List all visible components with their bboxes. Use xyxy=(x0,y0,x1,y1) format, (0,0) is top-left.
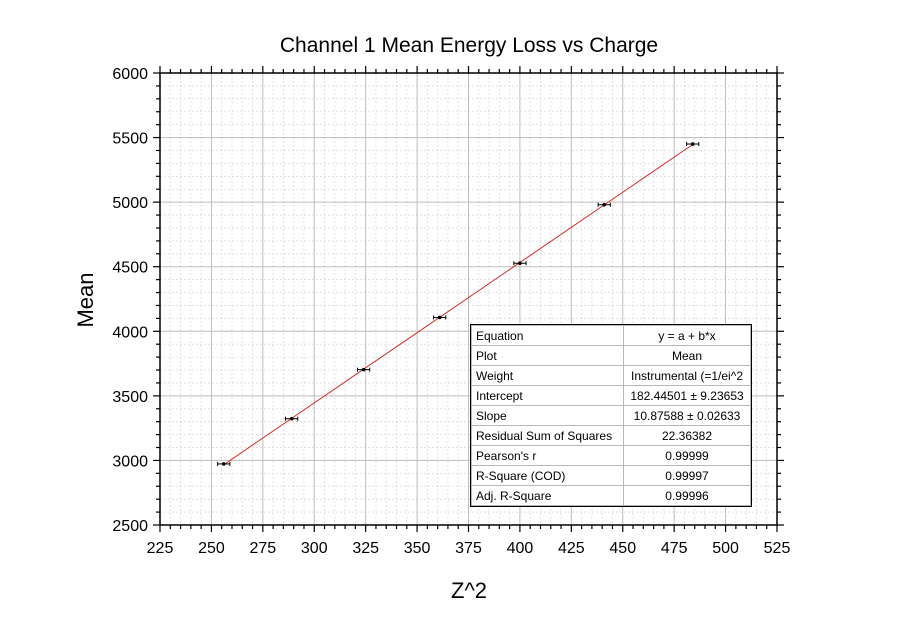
x-tick-label: 400 xyxy=(507,540,534,557)
x-tick-label: 225 xyxy=(147,540,174,557)
data-point xyxy=(221,462,226,466)
fit-table-label: Weight xyxy=(471,365,624,386)
data-points xyxy=(217,142,700,466)
data-point xyxy=(437,315,442,320)
grid xyxy=(159,72,778,526)
fit-table-value: y = a + b*x xyxy=(623,325,751,346)
fit-table-label: Equation xyxy=(471,325,624,346)
fit-table-label: Plot xyxy=(471,345,624,366)
data-point xyxy=(361,367,366,372)
fit-table-value: 0.99997 xyxy=(623,465,751,486)
x-axis-label: Z^2 xyxy=(451,578,487,603)
fit-line xyxy=(223,144,693,466)
fit-table-row: Adj. R-Square 0.99996 xyxy=(471,485,751,506)
data-point xyxy=(602,202,607,207)
fit-table-value: Mean xyxy=(623,345,751,366)
y-tick-label: 4000 xyxy=(112,324,148,341)
fit-table-value: 182.44501 ± 9.23653 xyxy=(623,385,751,406)
y-tick-label: 2500 xyxy=(112,518,148,535)
data-point xyxy=(289,416,294,421)
fit-table-row: Slope 10.87588 ± 0.02633 xyxy=(471,405,751,426)
y-tick-label: 5000 xyxy=(112,195,148,212)
fit-table-value: Instrumental (=1/ei^2 xyxy=(623,365,751,386)
data-point xyxy=(690,142,695,146)
fit-table-value: 22.36382 xyxy=(623,425,751,446)
chart-title: Channel 1 Mean Energy Loss vs Charge xyxy=(280,34,658,57)
x-tick-label: 425 xyxy=(558,540,585,557)
x-tick-label: 350 xyxy=(404,540,431,557)
fit-table-row: Pearson's r 0.99999 xyxy=(471,445,751,466)
x-tick-label: 275 xyxy=(249,540,276,557)
fit-table-label: R-Square (COD) xyxy=(471,465,624,486)
fit-table-row: Intercept 182.44501 ± 9.23653 xyxy=(471,385,751,406)
fit-table-row: Equation y = a + b*x xyxy=(471,325,751,346)
fit-table-row: Residual Sum of Squares 22.36382 xyxy=(471,425,751,446)
fit-table-value: 0.99996 xyxy=(623,485,751,506)
fit-table-label: Pearson's r xyxy=(471,445,624,466)
y-axis-label: Mean xyxy=(73,272,98,327)
y-tick-label: 3000 xyxy=(112,453,148,470)
y-tick-label: 5500 xyxy=(112,131,148,148)
fit-table-row: Plot Mean xyxy=(471,345,751,366)
fit-line-group xyxy=(223,144,693,466)
data-point xyxy=(518,261,522,266)
fit-table-row: R-Square (COD) 0.99997 xyxy=(471,465,751,486)
fit-table-label: Slope xyxy=(471,405,624,426)
x-tick-label: 300 xyxy=(301,540,328,557)
y-tick-label: 3500 xyxy=(112,389,148,406)
fit-table-value: 10.87588 ± 0.02633 xyxy=(623,405,751,426)
y-tick-label: 6000 xyxy=(112,66,148,83)
x-tick-label: 500 xyxy=(712,540,739,557)
axes: 225 250 275 300 325 350 375 400 425 450 475 500 525 2… xyxy=(112,66,790,557)
x-tick-label: 475 xyxy=(661,540,688,557)
fit-table-label: Intercept xyxy=(471,385,624,406)
fit-table-value: 0.99999 xyxy=(623,445,751,466)
x-tick-label: 325 xyxy=(352,540,379,557)
fit-table-row: Weight Instrumental (=1/ei^2 xyxy=(471,365,751,386)
x-tick-label: 250 xyxy=(198,540,225,557)
y-tick-label: 4500 xyxy=(112,260,148,277)
fit-results-table: Equation y = a + b*x Plot Mean Weight Instrum… xyxy=(470,324,752,507)
fit-table-label: Adj. R-Square xyxy=(471,485,624,506)
x-tick-label: 450 xyxy=(609,540,636,557)
fit-table-label: Residual Sum of Squares xyxy=(471,425,624,446)
x-tick-label: 525 xyxy=(764,540,791,557)
x-tick-label: 375 xyxy=(455,540,482,557)
